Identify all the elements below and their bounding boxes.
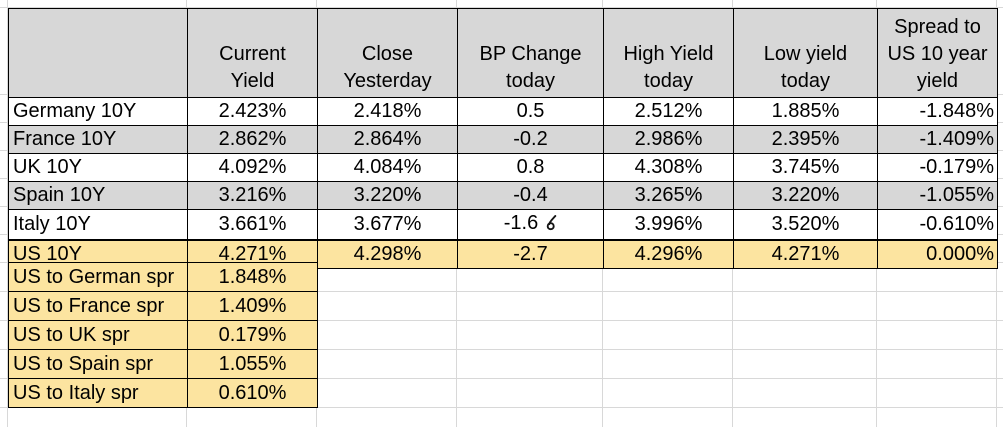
cell-label[interactable]: UK 10Y	[8, 153, 188, 182]
cell-value[interactable]: 1.055%	[187, 349, 318, 379]
gridline	[0, 291, 1003, 292]
flame-cursor-icon	[545, 212, 557, 239]
gridline	[0, 7, 1003, 8]
yield-row-germany: Germany 10Y 2.423% 2.418% 0.5 2.512% 1.8…	[8, 97, 998, 126]
cell-spread[interactable]: 0.000%	[877, 239, 998, 269]
header-close-yesterday[interactable]: Close Yesterday	[317, 8, 458, 98]
cell-bp-change[interactable]: -0.2	[457, 125, 604, 154]
header-bp-change[interactable]: BP Change today	[457, 8, 604, 98]
cell-low-yield[interactable]: 3.520%	[733, 209, 878, 241]
cell-label[interactable]: Italy 10Y	[8, 209, 188, 241]
cell-close-yesterday[interactable]: 2.418%	[317, 97, 458, 126]
gridline	[0, 320, 1003, 321]
cell-high-yield[interactable]: 4.296%	[603, 239, 734, 269]
gridline	[0, 378, 1003, 379]
cell-label[interactable]: US to France spr	[8, 291, 188, 321]
cell-spread[interactable]: -1.409%	[877, 125, 998, 154]
cell-high-yield[interactable]: 2.512%	[603, 97, 734, 126]
spread-row-spain: US to Spain spr 1.055%	[8, 349, 318, 379]
cell-label[interactable]: US to UK spr	[8, 320, 188, 350]
cell-high-yield[interactable]: 2.986%	[603, 125, 734, 154]
cell-close-yesterday[interactable]: 3.220%	[317, 181, 458, 210]
spread-row-uk: US to UK spr 0.179%	[8, 320, 318, 350]
header-high-yield[interactable]: High Yield today	[603, 8, 734, 98]
cell-high-yield[interactable]: 3.996%	[603, 209, 734, 241]
gridline	[0, 349, 1003, 350]
cell-current-yield[interactable]: 4.092%	[187, 153, 318, 182]
cell-close-yesterday[interactable]: 3.677%	[317, 209, 458, 241]
cell-label[interactable]: US to Spain spr	[8, 349, 188, 379]
cell-current-yield[interactable]: 3.216%	[187, 181, 318, 210]
spread-row-italy: US to Italy spr 0.610%	[8, 378, 318, 408]
cell-spread[interactable]: -0.179%	[877, 153, 998, 182]
cell-current-yield[interactable]: 2.862%	[187, 125, 318, 154]
cell-low-yield[interactable]: 1.885%	[733, 97, 878, 126]
yield-row-france: France 10Y 2.862% 2.864% -0.2 2.986% 2.3…	[8, 125, 998, 154]
yield-row-us: US 10Y 4.271% 4.298% -2.7 4.296% 4.271% …	[8, 239, 998, 269]
us-spread-table: US to German spr 1.848% US to France spr…	[8, 262, 318, 408]
cell-high-yield[interactable]: 4.308%	[603, 153, 734, 182]
cell-label[interactable]: France 10Y	[8, 125, 188, 154]
corner-header-cell[interactable]	[8, 8, 188, 98]
cell-spread[interactable]: -0.610%	[877, 209, 998, 241]
cell-bp-change[interactable]: -0.4	[457, 181, 604, 210]
cell-bp-change[interactable]: -2.7	[457, 239, 604, 269]
cell-close-yesterday[interactable]: 4.084%	[317, 153, 458, 182]
gridline	[7, 0, 8, 427]
cell-close-yesterday[interactable]: 2.864%	[317, 125, 458, 154]
gridline	[0, 407, 1003, 408]
header-current-yield[interactable]: Current Yield	[187, 8, 318, 98]
cell-bp-change[interactable]: -1.6	[457, 209, 604, 241]
cell-low-yield[interactable]: 2.395%	[733, 125, 878, 154]
bp-change-value: -1.6	[503, 212, 539, 234]
cell-bp-change[interactable]: 0.5	[457, 97, 604, 126]
header-row: Current Yield Close Yesterday BP Change …	[8, 8, 998, 98]
cell-high-yield[interactable]: 3.265%	[603, 181, 734, 210]
cell-label[interactable]: Germany 10Y	[8, 97, 188, 126]
cell-value[interactable]: 0.179%	[187, 320, 318, 350]
cell-low-yield[interactable]: 3.220%	[733, 181, 878, 210]
cell-value[interactable]: 0.610%	[187, 378, 318, 408]
cell-label[interactable]: US to Italy spr	[8, 378, 188, 408]
cell-value[interactable]: 1.409%	[187, 291, 318, 321]
yield-row-spain: Spain 10Y 3.216% 3.220% -0.4 3.265% 3.22…	[8, 181, 998, 210]
cell-label[interactable]: US to German spr	[8, 262, 188, 292]
header-spread[interactable]: Spread to US 10 year yield	[877, 8, 998, 98]
cell-low-yield[interactable]: 3.745%	[733, 153, 878, 182]
header-low-yield[interactable]: Low yield today	[733, 8, 878, 98]
spread-row-france: US to France spr 1.409%	[8, 291, 318, 321]
cell-low-yield[interactable]: 4.271%	[733, 239, 878, 269]
yield-row-uk: UK 10Y 4.092% 4.084% 0.8 4.308% 3.745% -…	[8, 153, 998, 182]
cell-current-yield[interactable]: 3.661%	[187, 209, 318, 241]
cell-value[interactable]: 1.848%	[187, 262, 318, 292]
cell-spread[interactable]: -1.055%	[877, 181, 998, 210]
cell-bp-change[interactable]: 0.8	[457, 153, 604, 182]
spread-row-german: US to German spr 1.848%	[8, 262, 318, 292]
cell-label[interactable]: Spain 10Y	[8, 181, 188, 210]
yield-row-italy: Italy 10Y 3.661% 3.677% -1.6 3.996% 3.52…	[8, 209, 998, 241]
cell-close-yesterday[interactable]: 4.298%	[317, 239, 458, 269]
cell-spread[interactable]: -1.848%	[877, 97, 998, 126]
cell-current-yield[interactable]: 2.423%	[187, 97, 318, 126]
yield-table: Current Yield Close Yesterday BP Change …	[8, 8, 998, 269]
